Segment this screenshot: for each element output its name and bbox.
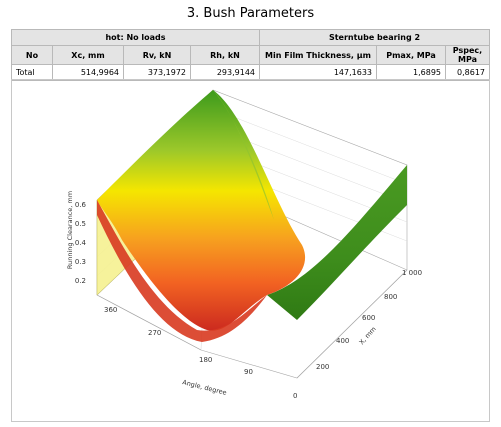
surface-back	[267, 165, 407, 320]
x-tick-label: 800	[384, 293, 397, 301]
surface-plot-frame: 0.6 0.5 0.4 0.3 0.2 Running Clearance, m…	[11, 79, 490, 422]
bush-parameters-table: hot: No loads Sterntube bearing 2 No Xc,…	[11, 29, 490, 81]
x-tick-label: 600	[362, 314, 375, 322]
angle-tick-label: 360	[104, 306, 117, 314]
cell-xc: 514,9964	[52, 64, 124, 81]
group-header-hot-no-loads: hot: No loads	[11, 29, 260, 46]
z-tick-label: 0.4	[75, 239, 87, 247]
x-axis-label: X, mm	[358, 325, 378, 346]
surface-front-trough	[97, 200, 267, 342]
angle-axis-label: Angle, degree	[182, 378, 228, 397]
column-header-no: No	[11, 45, 53, 65]
group-header-sterntube-bearing: Sterntube bearing 2	[259, 29, 490, 46]
z-axis-label: Running Clearance, mm	[66, 191, 74, 269]
z-axis: 0.6 0.5 0.4 0.3 0.2 Running Clearance, m…	[66, 191, 87, 285]
x-tick-label: 400	[336, 337, 349, 345]
x-tick-label: 0	[293, 392, 297, 400]
column-header-min-film-thickness: Min Film Thickness, µm	[259, 45, 377, 65]
angle-tick-label: 180	[199, 356, 212, 364]
group-header-row: hot: No loads Sterntube bearing 2	[11, 29, 490, 46]
cell-rv: 373,1972	[123, 64, 191, 81]
x-tick-label: 200	[316, 363, 329, 371]
cell-no: Total	[11, 64, 53, 81]
column-header-row: No Xc, mm Rv, kN Rh, kN Min Film Thickne…	[11, 45, 490, 65]
angle-tick-label: 90	[244, 368, 253, 376]
z-tick-label: 0.6	[75, 201, 87, 209]
column-header-xc: Xc, mm	[52, 45, 124, 65]
z-tick-label: 0.3	[75, 258, 86, 266]
z-tick-label: 0.2	[75, 277, 86, 285]
cell-pspec: 0,8617	[445, 64, 490, 81]
column-header-pmax: Pmax, MPa	[376, 45, 446, 65]
x-tick-label: 1 000	[402, 269, 422, 277]
column-header-rv: Rv, kN	[123, 45, 191, 65]
surface-plot: 0.6 0.5 0.4 0.3 0.2 Running Clearance, m…	[66, 89, 422, 400]
angle-tick-label: 270	[148, 329, 161, 337]
cell-rh: 293,9144	[190, 64, 260, 81]
surface-main	[97, 90, 306, 331]
table-row: Total 514,9964 373,1972 293,9144 147,163…	[11, 64, 490, 81]
cell-pmax: 1,6895	[376, 64, 446, 81]
z-tick-label: 0.5	[75, 220, 86, 228]
page-title: 3. Bush Parameters	[186, 6, 315, 21]
column-header-rh: Rh, kN	[190, 45, 260, 65]
column-header-pspec: Pspec, MPa	[445, 45, 490, 65]
